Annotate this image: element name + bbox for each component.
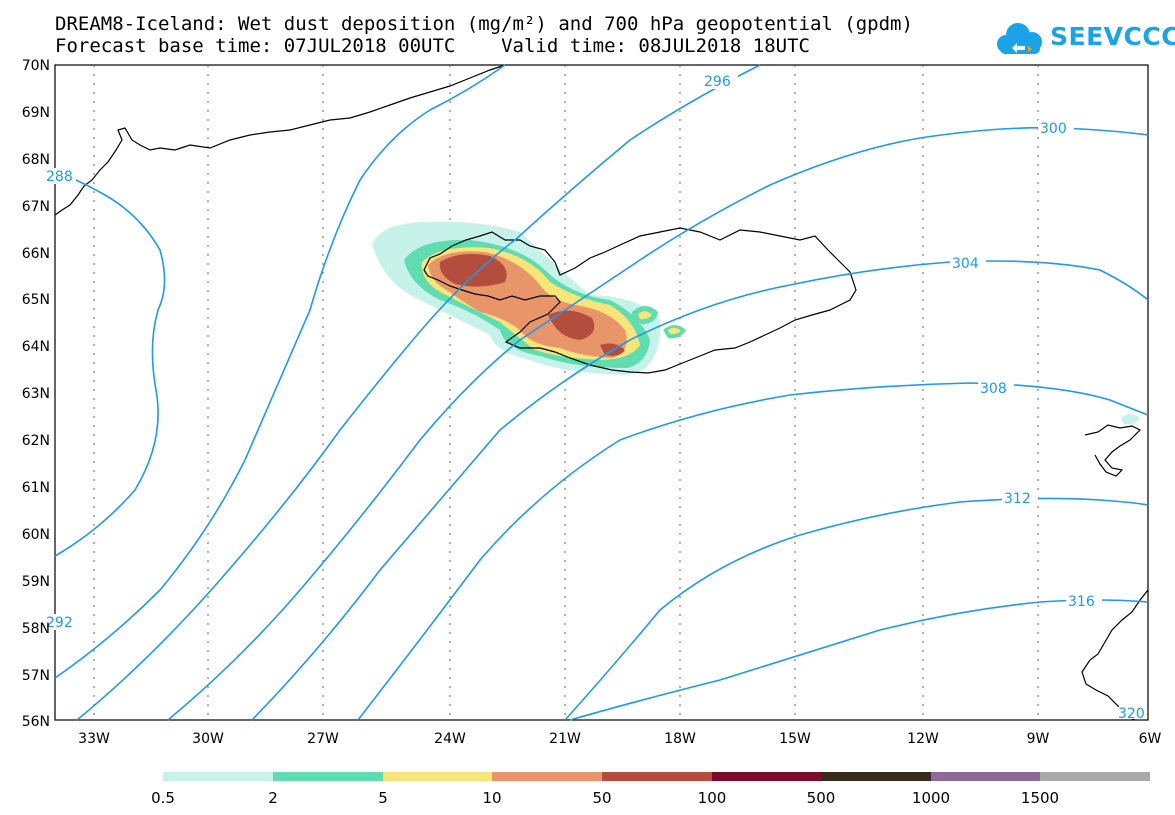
legend-swatch: [931, 772, 1040, 781]
lon-tick-label: 30W: [192, 731, 224, 747]
legend-swatch: [602, 772, 712, 781]
legend-label: 1000: [912, 789, 950, 807]
legend-swatch: [383, 772, 492, 781]
legend-label: 1500: [1021, 789, 1059, 807]
lat-tick-label: 64N: [22, 339, 50, 355]
lat-tick-label: 66N: [22, 246, 50, 262]
legend-swatch: [492, 772, 602, 781]
legend-label: 2: [268, 789, 278, 807]
contour-label-304: 304: [952, 256, 979, 272]
lon-tick-label: 9W: [1027, 731, 1050, 747]
lon-tick-label: 15W: [779, 731, 811, 747]
contour-label-group: 296 300 304 308 312 316 288 292 320: [44, 73, 1146, 722]
legend-label: 100: [698, 789, 727, 807]
lat-tick-label: 61N: [22, 480, 50, 496]
geopotential-contours: [54, 64, 1149, 721]
cloud-icon: [997, 23, 1042, 54]
lon-tick-label: 24W: [434, 731, 466, 747]
lon-tick-label: 6W: [1139, 731, 1162, 747]
faroe-coast: [1084, 424, 1142, 477]
lon-tick-label: 33W: [78, 731, 110, 747]
dust-deposition-field: [372, 221, 1140, 425]
latitude-axis: 70N 69N 68N 67N 66N 65N 64N 63N 62N 61N …: [22, 58, 50, 730]
contour-label-320: 320: [1118, 706, 1145, 722]
lat-tick-label: 56N: [22, 714, 50, 730]
contour-label-312: 312: [1004, 491, 1031, 507]
legend-label: 500: [807, 789, 836, 807]
lat-tick-label: 65N: [22, 292, 50, 308]
iceland-coast: [423, 227, 857, 374]
contour-label-316: 316: [1068, 594, 1095, 610]
contour-label-288: 288: [46, 169, 73, 185]
lat-tick-label: 63N: [22, 386, 50, 402]
chart-title: DREAM8-Iceland: Wet dust deposition (mg/…: [55, 13, 913, 35]
chart-subtitle: Forecast base time: 07JUL2018 00UTC Vali…: [55, 35, 810, 57]
contour-label-296: 296: [704, 74, 731, 90]
legend-label: 50: [592, 789, 611, 807]
lat-tick-label: 58N: [22, 621, 50, 637]
seevccc-logo: [997, 23, 1042, 54]
lat-tick-label: 59N: [22, 574, 50, 590]
scotland-coast: [1081, 589, 1149, 721]
legend-colorbar: 0.5 2 5 10 50 100 500 1000 1500: [151, 772, 1150, 807]
lat-tick-label: 57N: [22, 668, 50, 684]
legend-swatch: [1040, 772, 1150, 781]
gridlines: [93, 65, 1039, 720]
lon-tick-label: 12W: [907, 731, 939, 747]
legend-swatch: [821, 772, 931, 781]
contour-label-308: 308: [980, 381, 1007, 397]
legend-label: 10: [482, 789, 501, 807]
lat-tick-label: 70N: [22, 58, 50, 74]
lon-tick-label: 21W: [549, 731, 581, 747]
legend-swatch: [273, 772, 383, 781]
logo-text: SEEVCCC: [1050, 22, 1175, 51]
lat-tick-label: 68N: [22, 152, 50, 168]
longitude-axis: 33W 30W 27W 24W 21W 18W 15W 12W 9W 6W: [78, 731, 1161, 747]
lon-tick-label: 27W: [307, 731, 339, 747]
greenland-coast: [54, 64, 506, 216]
lon-tick-label: 18W: [664, 731, 696, 747]
contour-label-292: 292: [46, 615, 73, 631]
dust-area-50: [439, 254, 625, 356]
lat-tick-label: 67N: [22, 199, 50, 215]
legend-swatch: [712, 772, 821, 781]
legend-label: 0.5: [151, 789, 175, 807]
coastlines: [54, 64, 1149, 721]
lat-tick-label: 69N: [22, 105, 50, 121]
map-frame: [54, 64, 1149, 721]
legend-swatch: [163, 772, 273, 781]
lat-tick-label: 60N: [22, 527, 50, 543]
contour-label-300: 300: [1040, 121, 1067, 137]
legend-label: 5: [378, 789, 388, 807]
lat-tick-label: 62N: [22, 433, 50, 449]
